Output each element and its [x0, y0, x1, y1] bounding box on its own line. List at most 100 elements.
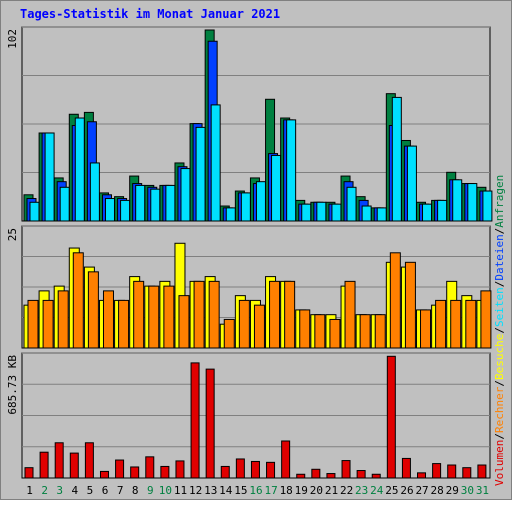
bar-seiten-day-25: [391, 96, 402, 222]
bar-volumen-day-24: [371, 473, 381, 479]
day-label: 29: [446, 484, 459, 497]
legend-item-dateien: Dateien: [493, 234, 506, 280]
bar-rechner-day-7: [118, 299, 130, 349]
day-label: 19: [295, 484, 308, 497]
bar-rechner-day-31: [480, 290, 492, 349]
bar-volumen-day-25: [386, 355, 396, 479]
bar-rechner-day-25: [389, 252, 401, 349]
day-label: 28: [431, 484, 444, 497]
bar-rechner-day-6: [102, 290, 114, 349]
bar-rechner-day-18: [284, 280, 296, 349]
bar-rechner-day-9: [148, 285, 160, 349]
bar-volumen-day-23: [356, 470, 366, 479]
day-label: 17: [264, 484, 277, 497]
day-label: 22: [340, 484, 353, 497]
bar-rechner-day-12: [193, 280, 205, 349]
legend-separator: /: [493, 281, 506, 288]
bar-seiten-day-1: [29, 201, 40, 222]
day-label: 31: [476, 484, 489, 497]
bar-rechner-day-28: [435, 299, 447, 349]
bar-rechner-day-2: [42, 299, 54, 349]
bar-seiten-day-26: [406, 145, 417, 222]
bar-volumen-day-27: [417, 472, 427, 479]
bar-volumen-day-30: [462, 467, 472, 479]
day-label: 30: [461, 484, 474, 497]
bar-rechner-day-1: [27, 299, 39, 349]
bar-volumen-day-15: [235, 458, 245, 479]
legend-item-besuche: Besuche: [493, 334, 506, 380]
bar-volumen-day-13: [205, 368, 215, 479]
bar-volumen-day-29: [447, 464, 457, 479]
bar-seiten-day-14: [225, 207, 236, 222]
bar-rechner-day-3: [57, 290, 69, 349]
day-label: 9: [147, 484, 154, 497]
bar-volumen-day-6: [99, 470, 109, 479]
panel-top: 102: [6, 26, 493, 222]
bar-seiten-day-7: [120, 199, 131, 222]
bar-rechner-day-24: [374, 314, 386, 349]
bar-volumen-day-14: [220, 465, 230, 479]
day-label: 16: [249, 484, 262, 497]
bar-rechner-day-17: [269, 280, 281, 349]
bar-rechner-day-13: [208, 280, 220, 349]
bar-seiten-day-20: [316, 201, 327, 222]
bar-seiten-day-2: [44, 132, 55, 222]
bar-seiten-day-5: [89, 162, 100, 222]
bar-seiten-day-3: [59, 186, 70, 222]
day-label: 24: [370, 484, 384, 497]
bar-seiten-day-31: [482, 190, 493, 222]
bar-rechner-day-27: [420, 309, 432, 349]
bar-seiten-day-30: [467, 183, 478, 222]
bar-volumen-day-9: [145, 456, 155, 479]
bar-volumen-day-4: [69, 452, 79, 479]
bar-volumen-day-18: [281, 440, 291, 479]
bar-rechner-day-19: [299, 309, 311, 349]
bar-rechner-day-20: [314, 314, 326, 349]
bar-seiten-day-29: [452, 179, 463, 222]
bar-rechner-day-4: [72, 252, 84, 349]
day-label: 7: [117, 484, 124, 497]
bar-seiten-day-10: [165, 184, 176, 222]
bar-seiten-day-18: [286, 119, 297, 222]
panel-max-label: 102: [6, 29, 19, 49]
day-label: 14: [219, 484, 233, 497]
day-label: 21: [325, 484, 338, 497]
bar-volumen-day-5: [84, 442, 94, 479]
day-label: 5: [87, 484, 94, 497]
bar-volumen-day-16: [250, 460, 260, 479]
bar-rechner-day-22: [344, 280, 356, 349]
bar-volumen-day-2: [39, 451, 49, 479]
panel-max-label: 25: [6, 228, 19, 241]
panel-max-label: 685.73 KB: [6, 355, 19, 415]
day-label: 13: [204, 484, 217, 497]
panel-bars: [24, 355, 487, 479]
day-label: 1: [26, 484, 33, 497]
bar-rechner-day-30: [465, 299, 477, 349]
chart-title: Tages-Statistik im Monat Januar 2021: [20, 7, 280, 21]
bar-rechner-day-10: [163, 285, 175, 349]
bar-seiten-day-28: [437, 199, 448, 222]
panel-middle: 25: [6, 225, 492, 349]
day-label: 2: [41, 484, 48, 497]
legend: Volumen/Rechner/Besuche/Seiten/Dateien/A…: [493, 175, 506, 486]
bar-rechner-day-21: [329, 318, 341, 349]
day-label: 20: [310, 484, 323, 497]
bar-seiten-day-17: [271, 154, 282, 222]
bar-volumen-day-26: [401, 457, 411, 479]
day-label: 18: [280, 484, 293, 497]
bar-seiten-day-8: [135, 184, 146, 222]
panel-bars: [23, 29, 493, 222]
bar-seiten-day-16: [255, 181, 266, 222]
day-label: 12: [189, 484, 202, 497]
panel-bottom: 685.73 KB: [6, 352, 491, 479]
day-label: 25: [385, 484, 398, 497]
bar-volumen-day-21: [326, 473, 336, 479]
bar-volumen-day-28: [432, 463, 442, 479]
bar-seiten-day-11: [180, 168, 191, 222]
bar-seiten-day-27: [422, 203, 433, 222]
bar-seiten-day-24: [376, 207, 387, 222]
legend-item-volumen: Volumen: [493, 440, 506, 486]
bar-volumen-day-19: [296, 473, 306, 479]
